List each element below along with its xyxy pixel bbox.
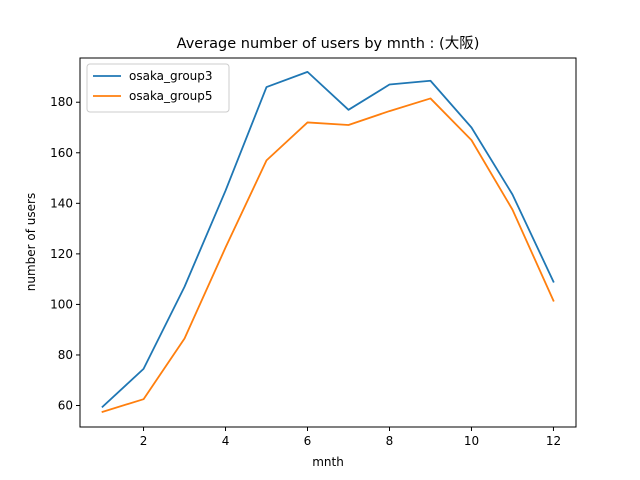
x-tick-label: 2 xyxy=(140,434,148,448)
legend-label-osaka_group5: osaka_group5 xyxy=(129,89,213,103)
y-tick-label: 120 xyxy=(50,247,73,261)
chart-title: Average number of users by mnth : (大阪) xyxy=(177,35,480,52)
x-tick-label: 4 xyxy=(222,434,230,448)
y-tick-label: 180 xyxy=(50,95,73,109)
y-tick-label: 60 xyxy=(58,399,73,413)
y-tick-label: 80 xyxy=(58,348,73,362)
series-line-osaka_group3 xyxy=(101,71,555,409)
x-tick-label: 6 xyxy=(304,434,312,448)
legend-box xyxy=(86,63,230,113)
y-tick-label: 160 xyxy=(50,146,73,160)
legend-label-osaka_group3: osaka_group3 xyxy=(129,69,213,83)
x-axis-label: mnth xyxy=(312,455,344,469)
x-tick-label: 12 xyxy=(546,434,561,448)
y-tick-label: 100 xyxy=(50,297,73,311)
series-line-osaka_group5 xyxy=(101,97,555,413)
x-tick-label: 10 xyxy=(464,434,479,448)
y-axis: 60 80 100 120 140 160 180 xyxy=(50,95,80,413)
x-axis: 2 4 6 8 10 12 xyxy=(140,427,561,448)
y-tick-label: 140 xyxy=(50,196,73,210)
x-tick-label: 8 xyxy=(386,434,394,448)
series-layer xyxy=(101,71,555,413)
y-axis-label: number of users xyxy=(24,193,38,291)
plot-frame xyxy=(79,57,577,428)
legend: osaka_group3 osaka_group5 xyxy=(86,63,230,113)
